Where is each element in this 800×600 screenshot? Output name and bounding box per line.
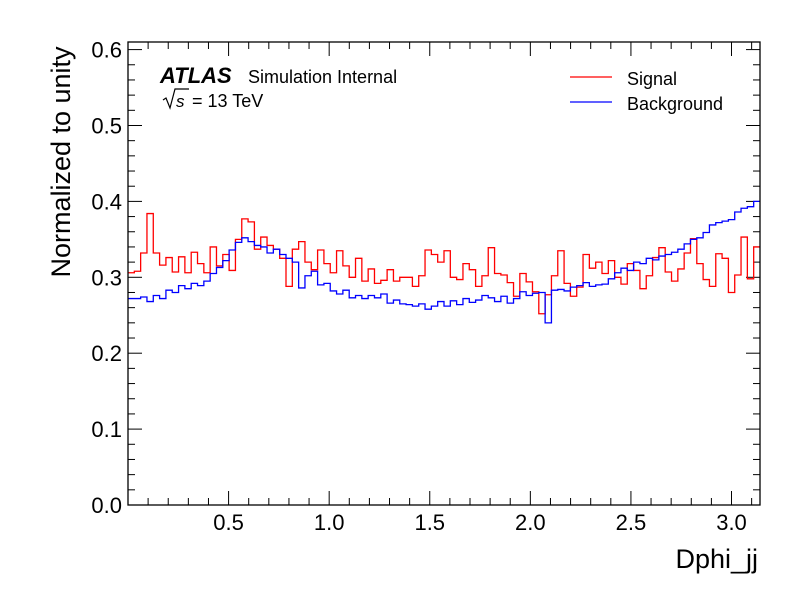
x-tick-label: 0.5 [213,510,244,535]
y-tick-label: 0.5 [91,113,122,138]
y-tick-label: 0.3 [91,265,122,290]
energy-label: = 13 TeV [192,91,263,111]
y-axis-label: Normalized to unity [46,46,76,278]
x-tick-label: 2.0 [515,510,546,535]
y-tick-label: 0.2 [91,341,122,366]
series-layer [128,200,760,324]
energy-label-s: s [176,92,185,111]
experiment-label: ATLAS Simulation Internal s = 13 TeV [159,63,397,111]
legend: Signal Background [570,69,723,114]
x-tick-label: 2.5 [616,510,647,535]
y-tick-label: 0.4 [91,189,122,214]
x-tick-label: 1.0 [314,510,345,535]
x-tick-label: 1.5 [414,510,445,535]
sqrt-symbol [162,88,189,110]
y-tick-label: 0.1 [91,417,122,442]
series-signal-line [128,212,760,315]
y-tick-label: 0.6 [91,38,122,63]
plot-frame [127,41,761,506]
legend-label-background: Background [627,94,723,114]
x-tick-label: 3.0 [716,510,747,535]
axis-ticks [128,42,760,506]
x-axis-label: Dphi_jj [675,544,758,574]
legend-label-signal: Signal [627,69,677,89]
atlas-label: ATLAS [159,63,232,88]
y-tick-label: 0.0 [91,493,122,518]
x-tick-labels: 0.5 1.0 1.5 2.0 2.5 3.0 [213,510,747,535]
series-background-line [128,200,760,324]
simulation-status-label: Simulation Internal [248,67,397,87]
y-tick-labels: 0.0 0.1 0.2 0.3 0.4 0.5 0.6 [91,38,122,518]
